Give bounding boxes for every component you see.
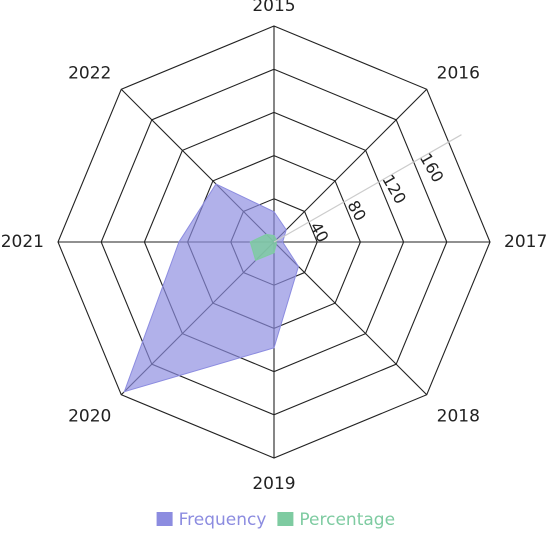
axis-label-2020: 2020 xyxy=(68,407,111,427)
radar-series xyxy=(123,183,299,393)
axis-label-2018: 2018 xyxy=(437,407,480,427)
legend-swatch-percentage xyxy=(277,512,294,526)
axis-label-2019: 2019 xyxy=(252,474,295,494)
axis-label-2015: 2015 xyxy=(252,0,295,16)
legend-label-percentage: Percentage xyxy=(299,510,395,530)
legend-swatch-frequency xyxy=(156,512,173,526)
legend-label-frequency: Frequency xyxy=(179,510,267,530)
series-area-frequency xyxy=(123,183,299,393)
axis-label-2017: 2017 xyxy=(504,232,547,252)
radial-tick-axis xyxy=(273,134,462,243)
radial-tick-label: 80 xyxy=(344,197,371,224)
axis-labels: 2015 2016 2017 2018 2019 2020 2021 2022 xyxy=(1,0,548,494)
grid-spoke xyxy=(273,241,428,396)
axis-label-2016: 2016 xyxy=(437,63,480,83)
legend: Frequency Percentage xyxy=(156,510,395,530)
legend-item-frequency[interactable]: Frequency xyxy=(156,510,267,530)
legend-item-percentage[interactable]: Percentage xyxy=(277,510,395,530)
axis-label-2021: 2021 xyxy=(1,232,44,252)
radial-tick-label: 120 xyxy=(378,171,410,207)
axis-label-2022: 2022 xyxy=(68,63,111,83)
grid-spoke xyxy=(273,88,428,243)
